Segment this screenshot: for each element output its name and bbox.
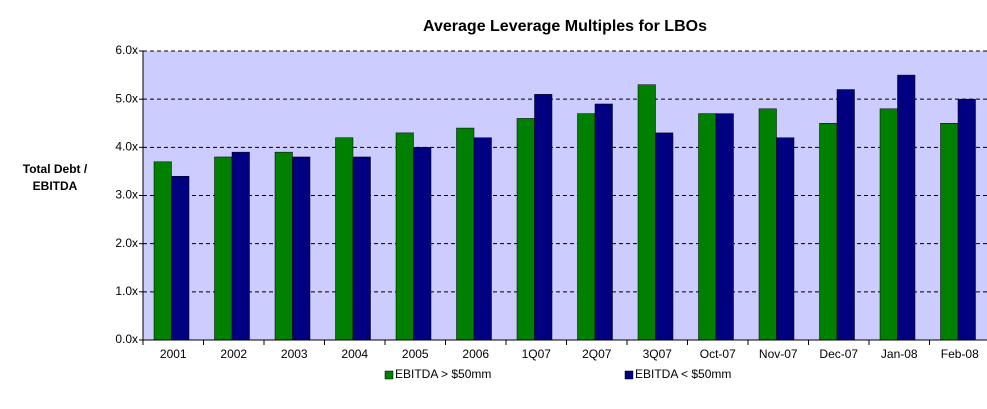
x-tick-label: 2002 [220, 347, 247, 361]
bar [940, 123, 959, 341]
legend-swatch [624, 370, 634, 380]
bar [473, 137, 492, 341]
x-tick-label: 2004 [341, 347, 368, 361]
legend-swatch [384, 370, 394, 380]
bar [214, 156, 233, 341]
legend-label: EBITDA < $50mm [635, 367, 731, 381]
y-tick-label: 4.0x [115, 140, 138, 154]
bar [637, 84, 656, 341]
bar [274, 151, 293, 341]
bar [516, 118, 535, 341]
y-tick-label: 3.0x [115, 188, 138, 202]
x-tick-label: 2001 [160, 347, 187, 361]
bar [698, 113, 717, 341]
bar [577, 113, 596, 341]
y-axis-label: EBITDA [33, 179, 78, 193]
bar [335, 137, 354, 341]
bar [879, 108, 898, 341]
y-axis-label: Total Debt / [23, 162, 88, 176]
x-tick-label: Feb-08 [941, 347, 979, 361]
bar [819, 123, 838, 341]
bar [957, 98, 976, 341]
bar [758, 108, 777, 341]
bar [836, 89, 855, 341]
bar [171, 175, 190, 341]
y-tick-label: 2.0x [115, 236, 138, 250]
x-tick-label: 3Q07 [643, 347, 673, 361]
x-tick-label: 2003 [281, 347, 308, 361]
bar [292, 156, 311, 341]
y-tick-label: 5.0x [115, 91, 138, 105]
x-tick-label: 1Q07 [522, 347, 552, 361]
bar [897, 74, 916, 341]
y-tick-label: 0.0x [115, 332, 138, 346]
bar [456, 127, 475, 341]
bar [231, 151, 250, 341]
bar [655, 132, 674, 341]
legend-label: EBITDA > $50mm [395, 367, 491, 381]
x-tick-label: Dec-07 [819, 347, 858, 361]
y-tick-label: 6.0x [115, 43, 138, 57]
x-tick-label: Jan-08 [881, 347, 918, 361]
chart-title: Average Leverage Multiples for LBOs [423, 18, 707, 35]
bar [534, 94, 553, 341]
bar [715, 113, 734, 341]
x-tick-label: 2005 [402, 347, 429, 361]
x-tick-label: 2006 [462, 347, 489, 361]
bar [352, 156, 371, 341]
x-tick-label: 2Q07 [582, 347, 612, 361]
bar [413, 147, 432, 341]
x-tick-label: Nov-07 [759, 347, 798, 361]
bar [594, 103, 613, 341]
bar [153, 161, 172, 341]
x-tick-label: Oct-07 [700, 347, 736, 361]
bar [776, 137, 795, 341]
bar [395, 132, 414, 341]
y-tick-label: 1.0x [115, 284, 138, 298]
